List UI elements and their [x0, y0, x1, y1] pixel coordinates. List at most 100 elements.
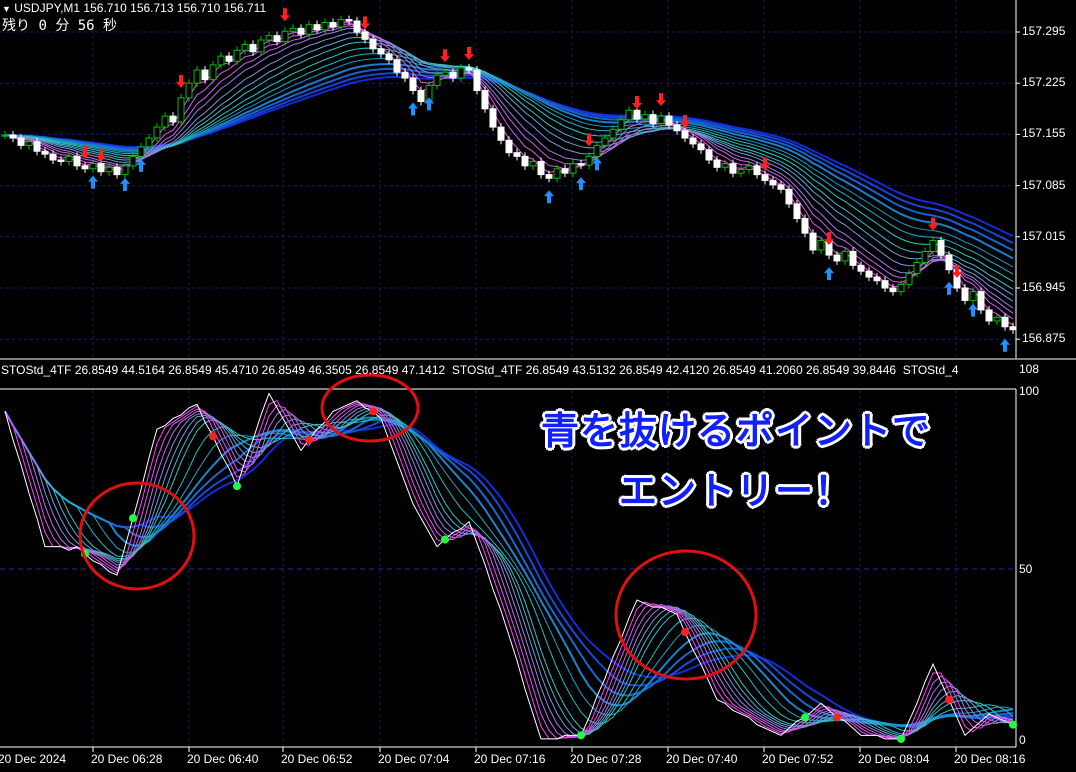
indicator-axis-label: 50	[1019, 562, 1033, 576]
stoch-ribbon-line	[4, 408, 1014, 737]
candle-bear	[49, 153, 57, 161]
stoch-ribbon-line	[4, 405, 1014, 738]
time-axis-label: 20 Dec 08:04	[858, 752, 930, 766]
candle-bull	[529, 160, 537, 167]
time-axis-label: 20 Dec 08:16	[954, 752, 1026, 766]
candle-bull	[641, 114, 649, 120]
candle-bull	[553, 168, 561, 179]
time-axis-label: 20 Dec 07:16	[474, 752, 546, 766]
candle-bear	[753, 165, 761, 176]
candle-bull	[65, 155, 73, 162]
buy-arrow-icon	[576, 177, 586, 191]
candle-bear	[465, 67, 473, 71]
candle-bear	[689, 137, 697, 145]
buy-signal-dot	[441, 535, 449, 544]
candle-bull	[257, 39, 265, 53]
candle-bull	[921, 250, 929, 263]
stoch-ribbon-line	[4, 404, 1014, 739]
close-price: 156.711	[223, 1, 267, 15]
indicator-values: 26.8549 43.5132 26.8549 42.4120 26.8549 …	[525, 363, 897, 377]
candle-bear	[705, 149, 713, 161]
timer-sec-unit: 秒	[103, 18, 118, 34]
buy-arrow-icon	[136, 158, 146, 172]
candle-bear	[353, 20, 361, 33]
candle-bull	[241, 43, 249, 51]
candle-bull	[457, 67, 465, 79]
candle-bull	[25, 141, 33, 146]
candle-bear	[249, 43, 257, 53]
candle-bear	[785, 188, 793, 205]
ma-ribbon-line	[4, 58, 1014, 268]
candle-bear	[729, 163, 737, 174]
candle-bull	[841, 250, 849, 262]
candle-bear	[633, 109, 641, 120]
candle-bear	[1001, 316, 1009, 328]
stoch-ribbon-line	[4, 410, 1014, 727]
stoch-ribbon-line	[4, 403, 1014, 740]
indicator-name: STOStd_4TF	[1, 363, 72, 377]
sell-signal-dot	[305, 435, 313, 444]
price-axis-label: 157.015	[1022, 228, 1066, 243]
candle-bear	[113, 166, 121, 176]
candle-bear	[513, 152, 521, 157]
buy-arrow-icon	[88, 175, 98, 189]
candle-bear	[81, 165, 89, 170]
buy-signal-dot	[577, 731, 585, 740]
annotation-circle	[78, 481, 196, 591]
candle-bull	[601, 137, 609, 146]
candle-bear	[873, 276, 881, 282]
candle-bear	[473, 69, 481, 92]
triangle-down-icon[interactable]: ▼	[2, 4, 11, 14]
candle-bull	[657, 115, 665, 124]
candle-bear	[977, 291, 985, 311]
candle-bull	[137, 146, 145, 157]
stoch-ribbon-line	[4, 410, 1014, 727]
indicator-header: STOStd_4TF 26.8549 44.5164 26.8549 45.47…	[1, 363, 1014, 377]
candle-bear	[57, 159, 65, 162]
candle-bull	[585, 155, 593, 166]
candle-bull	[737, 169, 745, 174]
candle-bear	[537, 160, 545, 176]
candle-bear	[201, 69, 209, 81]
candle-bull	[129, 155, 137, 167]
candle-bull	[441, 71, 449, 76]
annotation-line-2: エントリー！	[618, 469, 853, 513]
time-axis-label: 20 Dec 07:52	[762, 752, 834, 766]
symbol-header: ▼ USDJPY,M1 156.710 156.713 156.710 156.…	[2, 1, 266, 16]
stoch-ribbon-line	[4, 406, 1014, 738]
candle-bear	[801, 218, 809, 234]
candle-bull	[321, 21, 329, 31]
open-price: 156.710	[83, 1, 127, 15]
candle-bear	[17, 137, 25, 146]
candle-bull	[217, 55, 225, 66]
sell-signal-dot	[945, 695, 953, 704]
sell-signal-dot	[833, 713, 841, 722]
buy-signal-dot	[897, 734, 905, 743]
stoch-main-line	[4, 392, 1014, 740]
buy-signal-dot	[129, 514, 137, 523]
candle-bull	[153, 126, 161, 139]
buy-arrow-icon	[592, 157, 602, 171]
stoch-ribbon-line	[4, 410, 1014, 728]
time-axis-label: 20 Dec 07:04	[378, 752, 450, 766]
candle-bear	[1009, 326, 1017, 331]
high-price: 156.713	[130, 1, 174, 15]
sell-arrow-icon	[176, 74, 186, 88]
candle-bear	[409, 77, 417, 92]
sell-arrow-icon	[440, 49, 450, 63]
candle-bull	[177, 97, 185, 123]
time-axis-label: 20 Dec 06:52	[281, 752, 353, 766]
candle-bear	[497, 126, 505, 141]
candle-bull	[281, 30, 289, 43]
price-axis-label: 157.225	[1022, 75, 1066, 90]
candle-bear	[169, 115, 177, 123]
candle-bear	[673, 124, 681, 132]
candle-bull	[193, 69, 201, 84]
candle-bear	[849, 250, 857, 266]
sell-arrow-icon	[80, 145, 90, 159]
candle-bear	[313, 24, 321, 31]
ma-ribbon-line	[4, 23, 1014, 320]
ma-ribbon-line	[4, 47, 1014, 282]
candle-bear	[329, 21, 337, 28]
